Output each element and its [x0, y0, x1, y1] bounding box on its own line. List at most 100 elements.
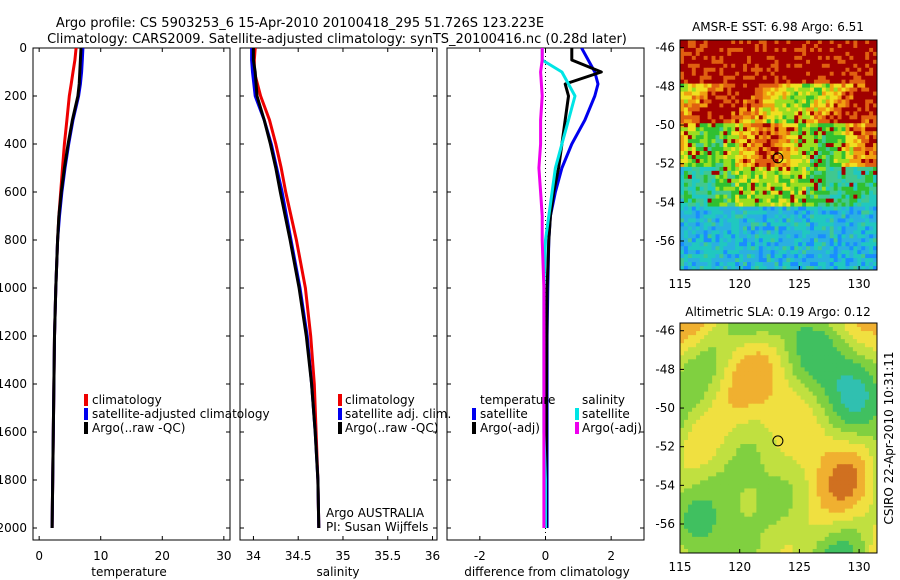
sst-cell [782, 202, 787, 207]
sla-cell [812, 331, 818, 336]
sla-cell [820, 403, 826, 409]
sla-cell [756, 323, 761, 328]
sla-cell [688, 440, 693, 445]
sla-cell [736, 371, 741, 376]
sst-cell [731, 182, 736, 188]
sla-cell [784, 456, 789, 461]
sla-cell [840, 472, 846, 477]
sst-cell [711, 210, 716, 215]
sla-cell [712, 427, 717, 433]
sst-cell [723, 75, 728, 81]
sst-cell [707, 75, 712, 81]
sst-cell [746, 206, 752, 211]
sla-cell [728, 339, 733, 344]
sla-cell [784, 387, 789, 392]
sla-cell [808, 383, 814, 388]
sst-cell [715, 51, 720, 57]
sst-cell [873, 186, 877, 192]
sst-cell [683, 206, 689, 211]
sla-cell [732, 383, 737, 388]
difference-series-magenta [537, 48, 546, 528]
sst-cell [813, 214, 819, 219]
sst-cell [739, 170, 744, 176]
sst-cell [861, 67, 866, 73]
sla-cell [692, 435, 697, 441]
sla-cell [680, 403, 685, 409]
sla-cell [708, 419, 713, 425]
sst-cell [750, 51, 756, 57]
sst-cell [798, 47, 803, 53]
sla-cell [860, 476, 866, 481]
sst-cell [762, 40, 768, 45]
sla-cell [728, 383, 733, 388]
sst-cell [817, 210, 823, 215]
sla-cell [716, 448, 721, 453]
sst-cell [810, 234, 815, 239]
sla-cell [728, 440, 733, 445]
sst-cell [833, 202, 838, 207]
sst-cell [802, 210, 807, 215]
sla-cell [796, 407, 802, 413]
sst-cell [750, 258, 756, 263]
sst-cell [837, 71, 842, 77]
sst-cell [873, 40, 877, 45]
sla-cell [816, 367, 822, 372]
sla-cell [708, 355, 713, 360]
sst-cell [813, 71, 819, 77]
sst-cell [766, 266, 772, 270]
sla-cell [732, 460, 737, 465]
sst-cell [719, 238, 724, 243]
sla-cell [808, 472, 814, 477]
sla-cell [720, 435, 725, 441]
sla-cell [772, 431, 777, 437]
sla-cell [848, 415, 854, 421]
sla-cell [800, 456, 806, 461]
sst-cell [861, 123, 866, 128]
sst-cell [833, 83, 838, 88]
sla-cell [692, 343, 697, 348]
sst-cell [758, 222, 764, 227]
sst-cell [687, 190, 693, 196]
sst-cell [762, 186, 768, 192]
sla-cell [728, 327, 733, 332]
sst-cell [865, 174, 870, 180]
sst-cell [869, 206, 874, 211]
sst-cell [841, 59, 846, 65]
sst-cell [731, 230, 736, 235]
sla-cell [772, 347, 777, 352]
sst-cell [687, 250, 693, 255]
sst-cell [841, 170, 846, 176]
sst-cell [723, 43, 728, 49]
sst-cell [731, 214, 736, 219]
sst-cell [845, 95, 850, 100]
sla-cell [692, 375, 697, 380]
sst-cell [817, 83, 823, 88]
sst-cell [754, 79, 760, 85]
sla-cell [756, 383, 761, 388]
sst-cell [782, 238, 787, 243]
sla-cell [836, 343, 842, 348]
sst-cell [873, 190, 877, 196]
sla-cell [780, 472, 785, 477]
sst-cell [813, 95, 819, 100]
sla-cell [832, 379, 838, 384]
sla-cell [736, 452, 741, 457]
sst-cell [695, 162, 701, 168]
sst-cell [782, 75, 787, 81]
sla-cell [744, 435, 749, 441]
sst-cell [683, 40, 689, 45]
sst-cell [806, 47, 811, 53]
sla-cell [736, 387, 741, 392]
sla-cell [704, 423, 709, 429]
sla-cell [716, 411, 721, 417]
sst-cell [731, 166, 736, 172]
sst-cell [746, 127, 752, 132]
sla-cell [832, 347, 838, 352]
sla-cell [848, 371, 854, 376]
sst-cell [825, 218, 831, 223]
sst-cell [833, 266, 838, 270]
sla-cell [744, 419, 749, 425]
sst-cell [861, 115, 866, 120]
sla-cell [716, 327, 721, 332]
sst-cell [817, 91, 823, 96]
